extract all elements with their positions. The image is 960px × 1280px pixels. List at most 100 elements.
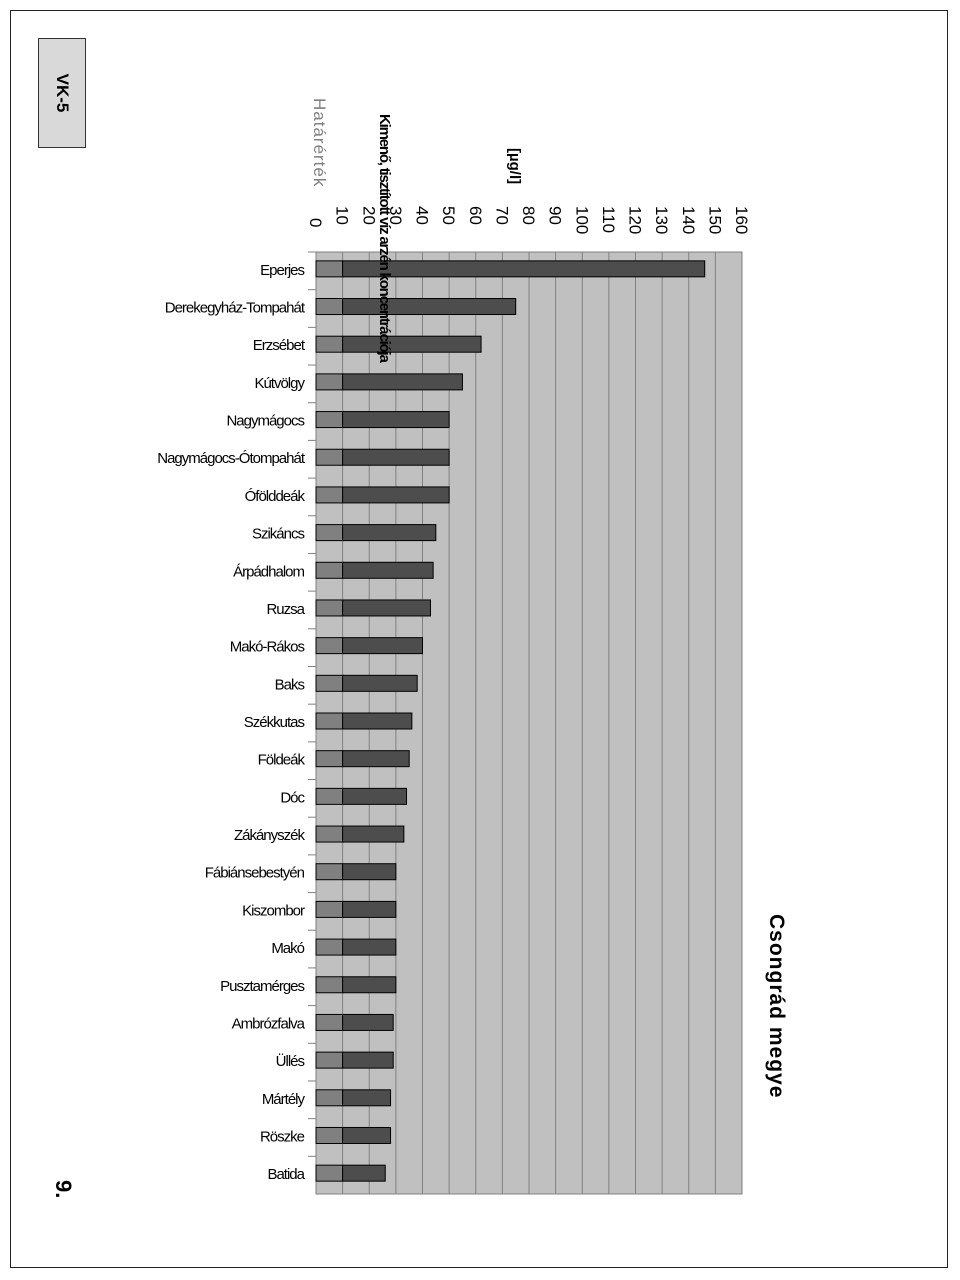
limit-bar <box>315 637 344 655</box>
category-label: Nagymágocs-Ótompahát <box>157 450 306 467</box>
limit-bar <box>315 1126 344 1144</box>
tick-label: 130 <box>652 206 671 234</box>
value-bar <box>342 448 450 466</box>
tick-label: 110 <box>599 206 618 233</box>
value-bar <box>342 900 397 918</box>
page-number: 9. <box>51 1180 76 1198</box>
limit-bar <box>315 863 344 881</box>
county-label: Csongrád megye <box>765 914 788 1098</box>
category-label: Kiszombor <box>242 902 305 919</box>
tick-label: 100 <box>572 206 591 234</box>
value-bar <box>342 863 397 881</box>
value-bar <box>342 976 397 994</box>
value-bar <box>342 486 450 504</box>
value-bar <box>342 373 463 391</box>
limit-bar <box>315 1051 344 1069</box>
limit-bar <box>315 486 344 504</box>
tick-labels: 10 20 30 40 50 60 70 80 90 100 110 120 130 140 150 160 0 <box>306 206 751 234</box>
limit-bar <box>315 674 344 692</box>
limit-bar <box>315 976 344 994</box>
tick-label: 70 <box>492 206 511 225</box>
category-label: Pusztamérges <box>220 978 304 995</box>
tick-label: 30 <box>386 206 405 225</box>
category-label: Baks <box>275 676 305 693</box>
category-label: Erzsébet <box>253 337 306 354</box>
limit-bar <box>315 1013 344 1031</box>
value-bar <box>342 524 437 542</box>
value-bar <box>342 1051 394 1069</box>
value-bar <box>342 825 405 843</box>
category-label: Eperjes <box>260 262 304 279</box>
value-bar <box>342 561 434 579</box>
limit-bar <box>315 524 344 542</box>
value-bar <box>342 637 423 655</box>
category-label: Üllés <box>276 1052 305 1070</box>
value-bar <box>342 1126 392 1144</box>
chart-unit: [µg/l] <box>506 148 523 184</box>
category-label: Röszke <box>260 1128 305 1145</box>
tick-label: 160 <box>732 206 751 234</box>
value-bar <box>342 938 397 956</box>
limit-bar <box>315 411 344 429</box>
limit-bar <box>315 448 344 466</box>
category-label: Ambrózfalva <box>232 1015 306 1032</box>
value-bar <box>342 1164 386 1182</box>
limit-bar <box>315 260 344 278</box>
limit-bar <box>315 1089 344 1107</box>
value-bar <box>342 750 410 768</box>
category-label: Batida <box>267 1166 305 1183</box>
category-label: Fábiánsebestyén <box>205 865 305 882</box>
category-label: Nagymágocs <box>226 413 304 430</box>
category-label: Derekegyház-Tompahát <box>165 300 306 317</box>
tick-label: 10 <box>333 206 352 225</box>
value-bar <box>342 1013 394 1031</box>
category-label: Szikáncs <box>252 526 305 543</box>
limit-bar <box>315 750 344 768</box>
badge-box: VK-5 <box>38 38 86 148</box>
tick-label: 40 <box>413 206 432 225</box>
limit-bar <box>315 561 344 579</box>
category-label: Földeák <box>258 752 306 769</box>
tick-label: 0 <box>306 218 325 227</box>
limit-bar <box>315 787 344 805</box>
limit-bar <box>315 373 344 391</box>
limit-label: Határérték <box>310 98 329 187</box>
limit-bar <box>315 599 344 617</box>
tick-label: 80 <box>519 206 538 225</box>
category-label: Kútvölgy <box>254 375 305 392</box>
value-bar <box>342 1089 392 1107</box>
tick-label: 90 <box>546 206 565 225</box>
category-label: Székkutas <box>244 714 305 731</box>
tick-label: 120 <box>626 206 645 234</box>
limit-bar <box>315 298 344 316</box>
tick-label: 50 <box>439 206 458 225</box>
chart-title: Kimenő, tisztított víz arzén koncentráci… <box>376 114 393 363</box>
category-label: Zákányszék <box>234 827 306 844</box>
tick-label: 20 <box>359 206 378 225</box>
limit-bar <box>315 938 344 956</box>
category-label: Ófölddeák <box>245 488 306 505</box>
value-bar <box>342 260 706 278</box>
category-labels: Eperjes Derekegyház-Tompahát Erzsébet Kútvö… <box>157 262 307 1183</box>
value-bar <box>342 787 408 805</box>
value-bar <box>342 674 418 692</box>
value-bar <box>342 298 517 316</box>
tick-label: 150 <box>705 206 724 234</box>
tick-label: 60 <box>466 206 485 225</box>
category-label: Ruzsa <box>266 601 305 618</box>
value-bar <box>342 712 413 730</box>
value-bar <box>342 411 450 429</box>
limit-bar <box>315 825 344 843</box>
category-label: Dóc <box>280 789 305 806</box>
limit-bar <box>315 712 344 730</box>
category-label: Árpádhalom <box>233 563 304 580</box>
limit-bar <box>315 335 344 353</box>
category-label: Mártély <box>262 1091 306 1108</box>
limit-bar <box>315 900 344 918</box>
value-bar <box>342 599 431 617</box>
bars-group <box>308 251 706 1182</box>
page-frame <box>10 10 948 1268</box>
category-label: Makó-Rákos <box>230 639 305 656</box>
category-label: Makó <box>271 940 304 957</box>
